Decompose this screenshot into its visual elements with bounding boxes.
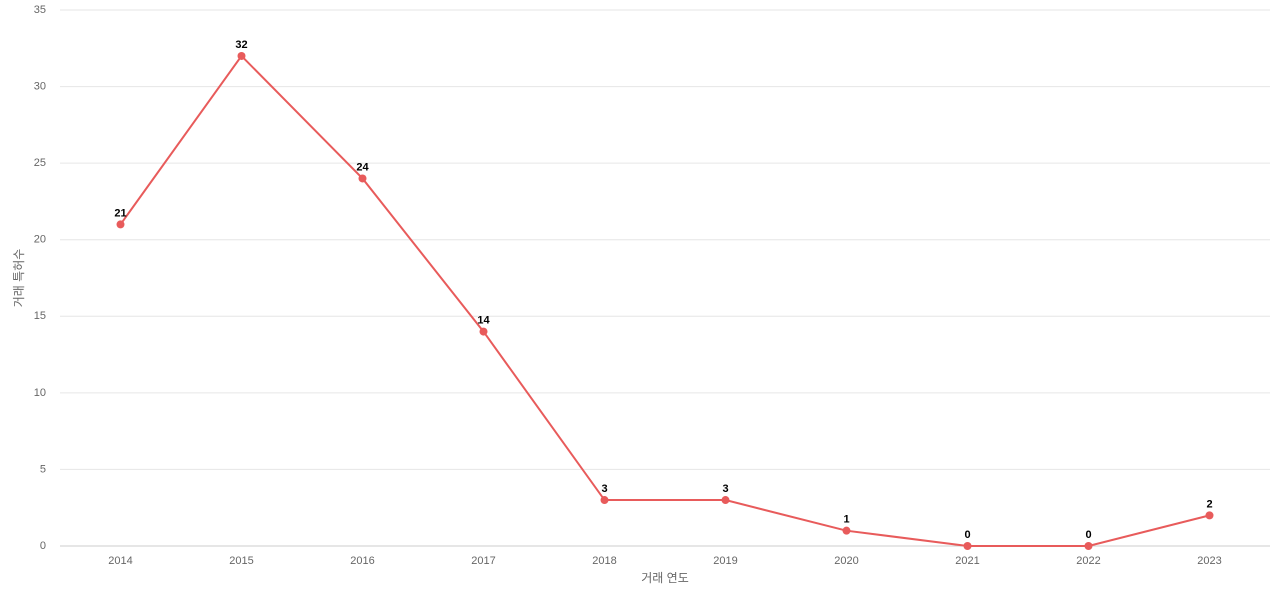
y-tick-label: 0 xyxy=(40,540,46,552)
y-tick-label: 25 xyxy=(34,157,46,169)
x-tick-label: 2022 xyxy=(1076,555,1100,567)
value-label: 0 xyxy=(1085,529,1091,541)
value-label: 21 xyxy=(114,207,126,219)
point xyxy=(963,542,972,550)
y-tick-label: 5 xyxy=(40,463,46,475)
y-axis-label: 거래 특허수 xyxy=(12,249,26,308)
point xyxy=(479,327,488,336)
point xyxy=(237,51,246,60)
value-label: 0 xyxy=(964,529,970,541)
line xyxy=(119,54,1210,547)
y-tick-label: 35 xyxy=(34,4,46,16)
x-axis-label: 거래 연도 xyxy=(641,571,689,585)
value-label: 3 xyxy=(601,483,607,495)
x-tick-label: 2019 xyxy=(713,555,737,567)
y-tick-label: 30 xyxy=(34,80,46,92)
point xyxy=(842,526,851,535)
x-tick-label: 2014 xyxy=(108,555,132,567)
value-label: 3 xyxy=(722,483,728,495)
x-tick-label: 2016 xyxy=(350,555,374,567)
value-label: 1 xyxy=(843,514,849,526)
x-tick-label: 2017 xyxy=(471,555,495,567)
y-tick-label: 20 xyxy=(34,234,46,246)
x-tick-label: 2023 xyxy=(1197,555,1221,567)
value-label: 2 xyxy=(1206,498,1212,510)
point xyxy=(358,174,367,183)
value-label: 32 xyxy=(235,39,247,51)
point xyxy=(1084,542,1093,550)
y-tick-label: 10 xyxy=(34,387,46,399)
value-label: 14 xyxy=(477,315,490,327)
point xyxy=(721,496,730,505)
point xyxy=(116,220,125,229)
x-tick-label: 2015 xyxy=(229,555,253,567)
value-label: 24 xyxy=(356,161,369,173)
point xyxy=(1205,511,1214,520)
x-tick-label: 2021 xyxy=(955,555,979,567)
x-tick-label: 2020 xyxy=(834,555,858,567)
point xyxy=(600,496,609,505)
y-tick-label: 15 xyxy=(34,310,46,322)
x-tick-label: 2018 xyxy=(592,555,616,567)
